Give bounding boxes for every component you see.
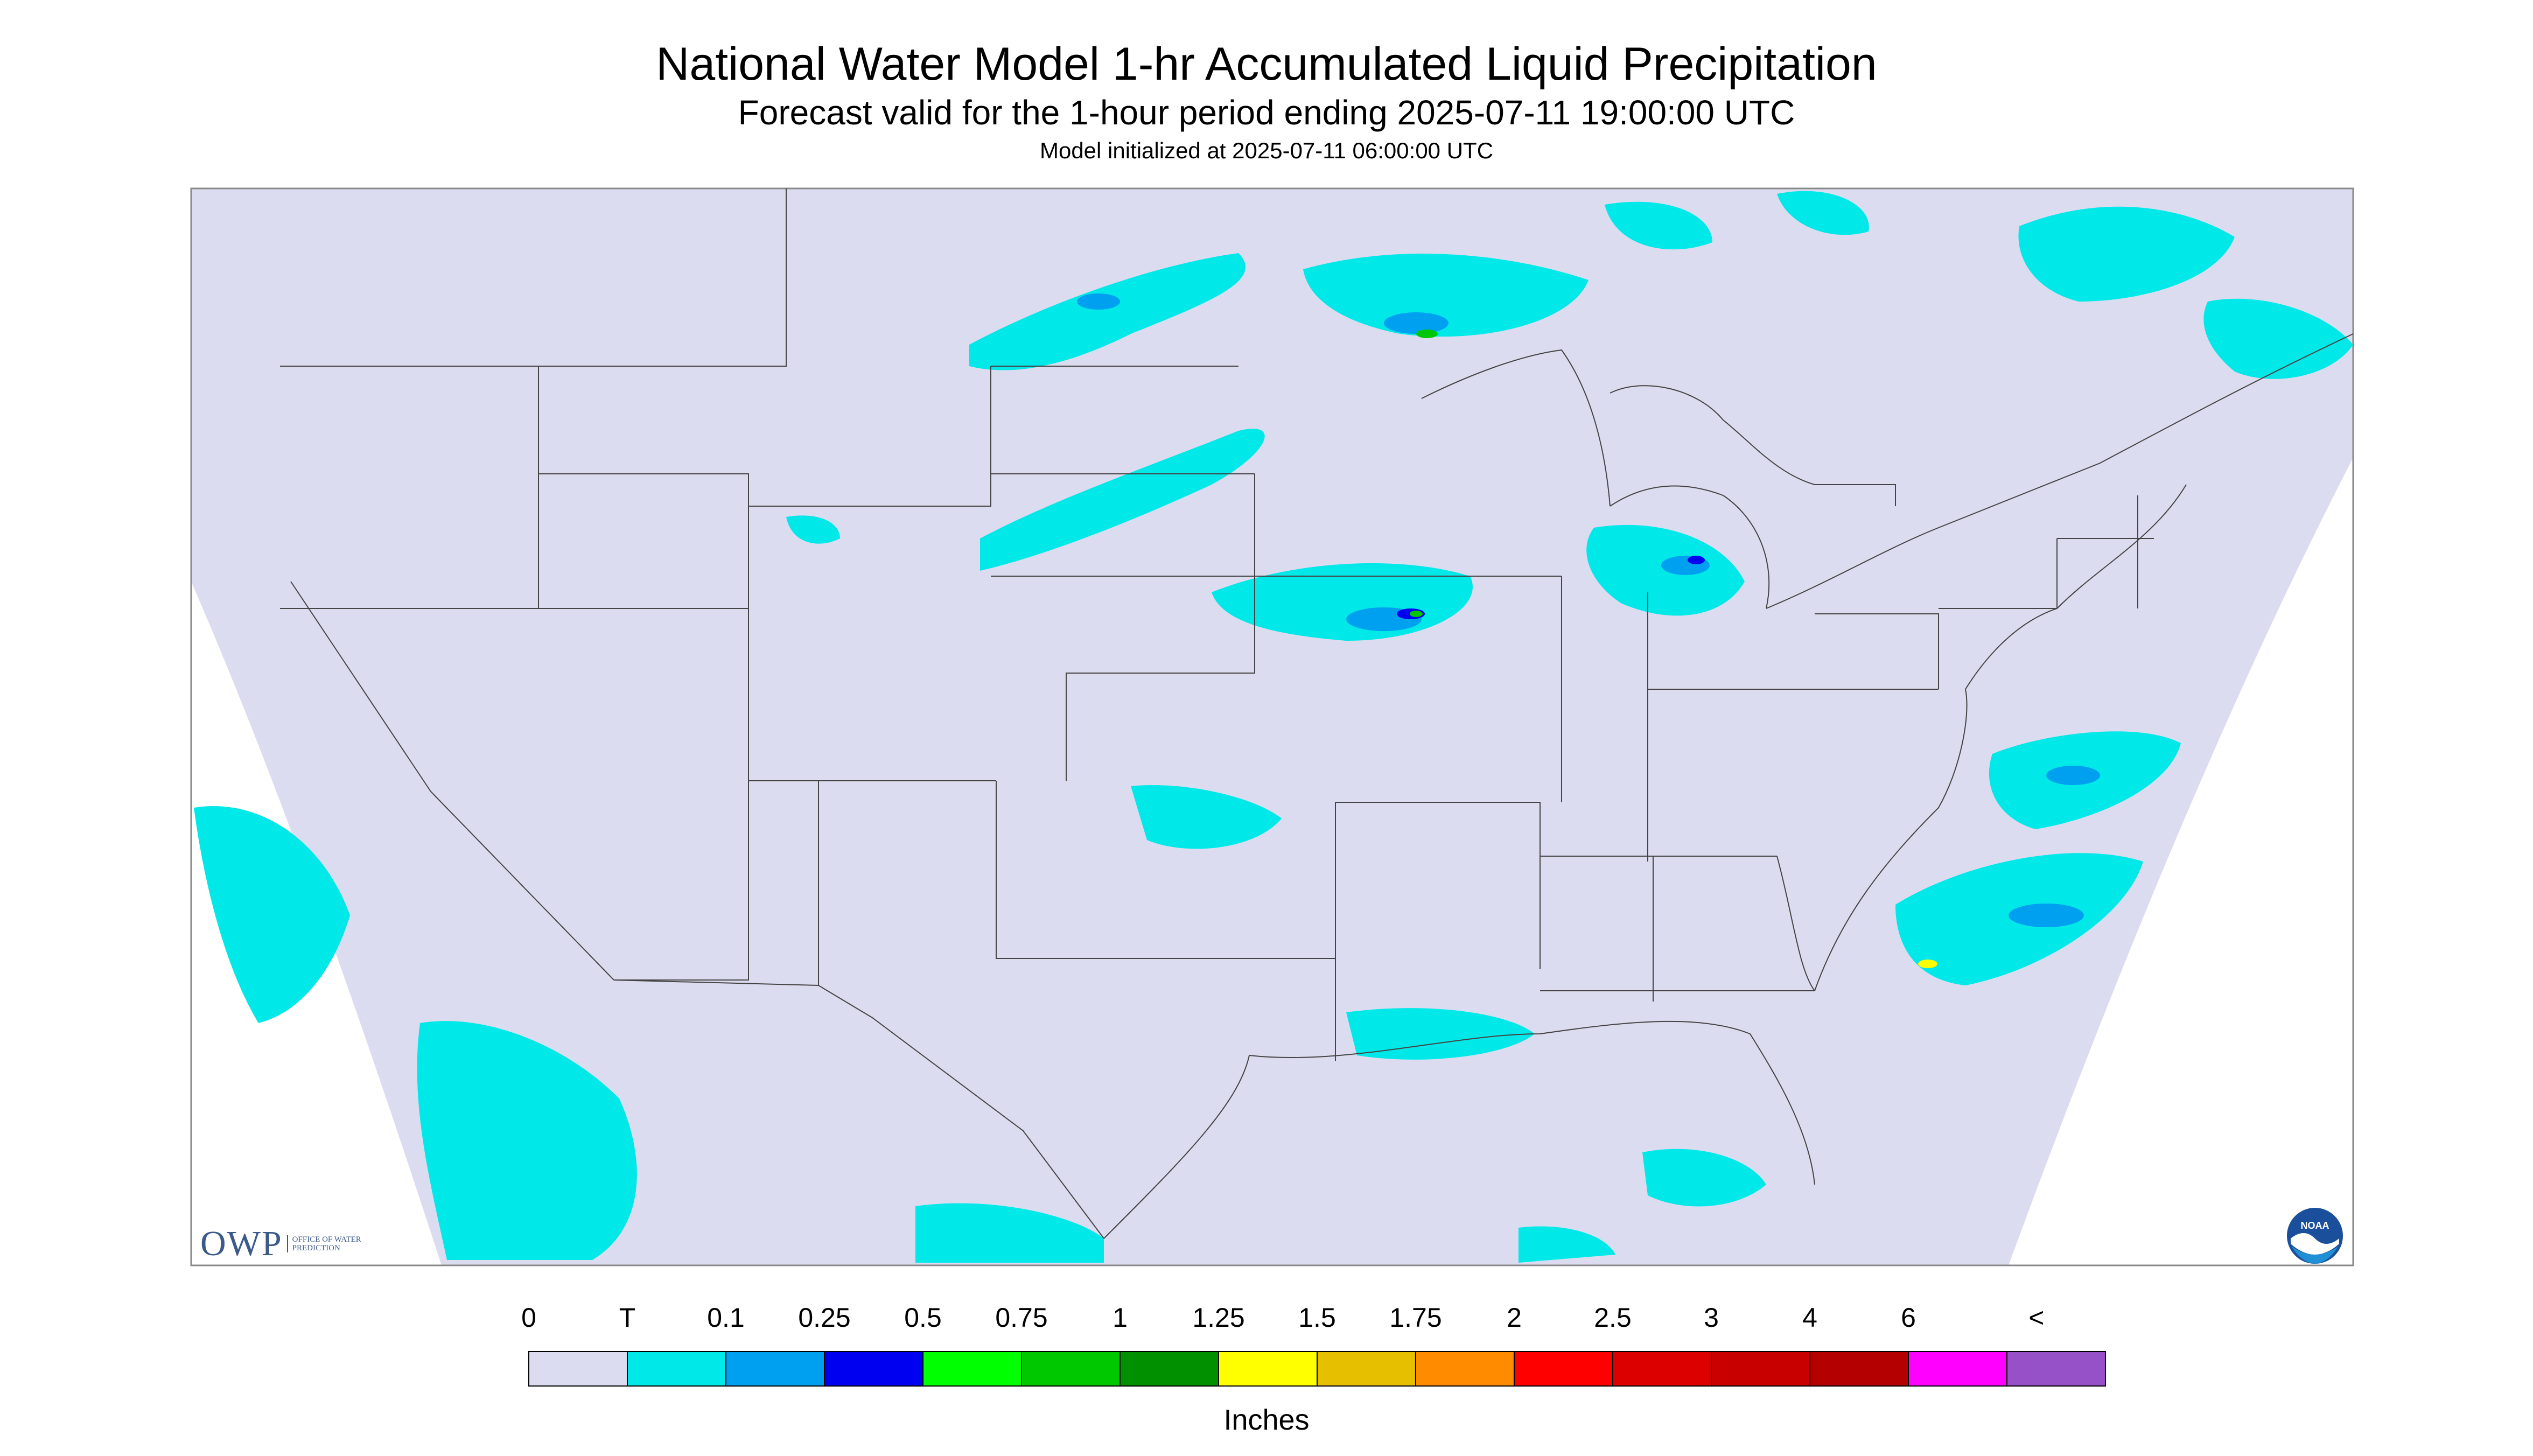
- colorbar-swatch: [1514, 1351, 1613, 1387]
- colorbar-swatch: [1612, 1351, 1712, 1387]
- map-area: [190, 187, 2354, 1266]
- model-domain: [191, 188, 2353, 1265]
- colorbar-tick-label: 0.5: [904, 1303, 942, 1333]
- colorbar-tick-label: 6: [1901, 1303, 1916, 1333]
- colorbar-swatch: [824, 1351, 923, 1387]
- colorbar-tick-label: 0.25: [798, 1303, 851, 1333]
- colorbar-swatch: [1218, 1351, 1318, 1387]
- noaa-logo-text: NOAA: [2301, 1220, 2329, 1231]
- colorbar-tick-label: T: [619, 1303, 636, 1333]
- colorbar-swatch: [725, 1351, 825, 1387]
- map-subtitle: Forecast valid for the 1-hour period end…: [738, 93, 1795, 132]
- owp-logo-text: OWP: [200, 1224, 283, 1263]
- colorbar-tick-label: 1.5: [1298, 1303, 1336, 1333]
- colorbar-tick-label: 2: [1507, 1303, 1522, 1333]
- owp-logo-subtext: OFFICE OF WATER PREDICTION: [286, 1235, 362, 1252]
- colorbar-swatch: [627, 1351, 726, 1387]
- colorbar-swatch: [922, 1351, 1022, 1387]
- colorbar-tick-label: 1: [1112, 1303, 1128, 1333]
- colorbar-tick-label: 2.5: [1594, 1303, 1632, 1333]
- colorbar: [528, 1351, 2106, 1387]
- colorbar-tick-label: 1.75: [1389, 1303, 1442, 1333]
- colorbar-swatch: [1908, 1351, 2007, 1387]
- colorbar-swatch: [1317, 1351, 1416, 1387]
- precip-heavy: [1397, 330, 1937, 968]
- owp-logo: OWP OFFICE OF WATER PREDICTION: [200, 1217, 362, 1271]
- model-init-time: Model initialized at 2025-07-11 06:00:00…: [1039, 138, 1494, 163]
- colorbar-swatch: [1711, 1351, 1810, 1387]
- noaa-logo: NOAA: [2287, 1208, 2343, 1264]
- colorbar-tick-label: 4: [1802, 1303, 1817, 1333]
- map-title: National Water Model 1-hr Accumulated Li…: [656, 38, 1877, 90]
- colorbar-tick-label: 0.1: [707, 1303, 745, 1333]
- colorbar-swatch: [528, 1351, 628, 1387]
- colorbar-tick-label: 0.75: [995, 1303, 1048, 1333]
- political-boundaries: [280, 188, 2354, 1239]
- colorbar-tick-label: 3: [1704, 1303, 1719, 1333]
- colorbar-tick-label: 0: [521, 1303, 536, 1333]
- colorbar-swatch: [2006, 1351, 2106, 1387]
- colorbar-tick-label: <: [2028, 1303, 2045, 1333]
- colorbar-tick-label: 1.25: [1192, 1303, 1245, 1333]
- colorbar-swatch: [1021, 1351, 1121, 1387]
- colorbar-swatch: [1809, 1351, 1909, 1387]
- colorbar-unit-label: Inches: [1223, 1404, 1310, 1436]
- map-frame: [190, 187, 2354, 1266]
- precip-moderate: [1077, 293, 2100, 927]
- colorbar-swatch: [1415, 1351, 1515, 1387]
- colorbar-swatch: [1119, 1351, 1219, 1387]
